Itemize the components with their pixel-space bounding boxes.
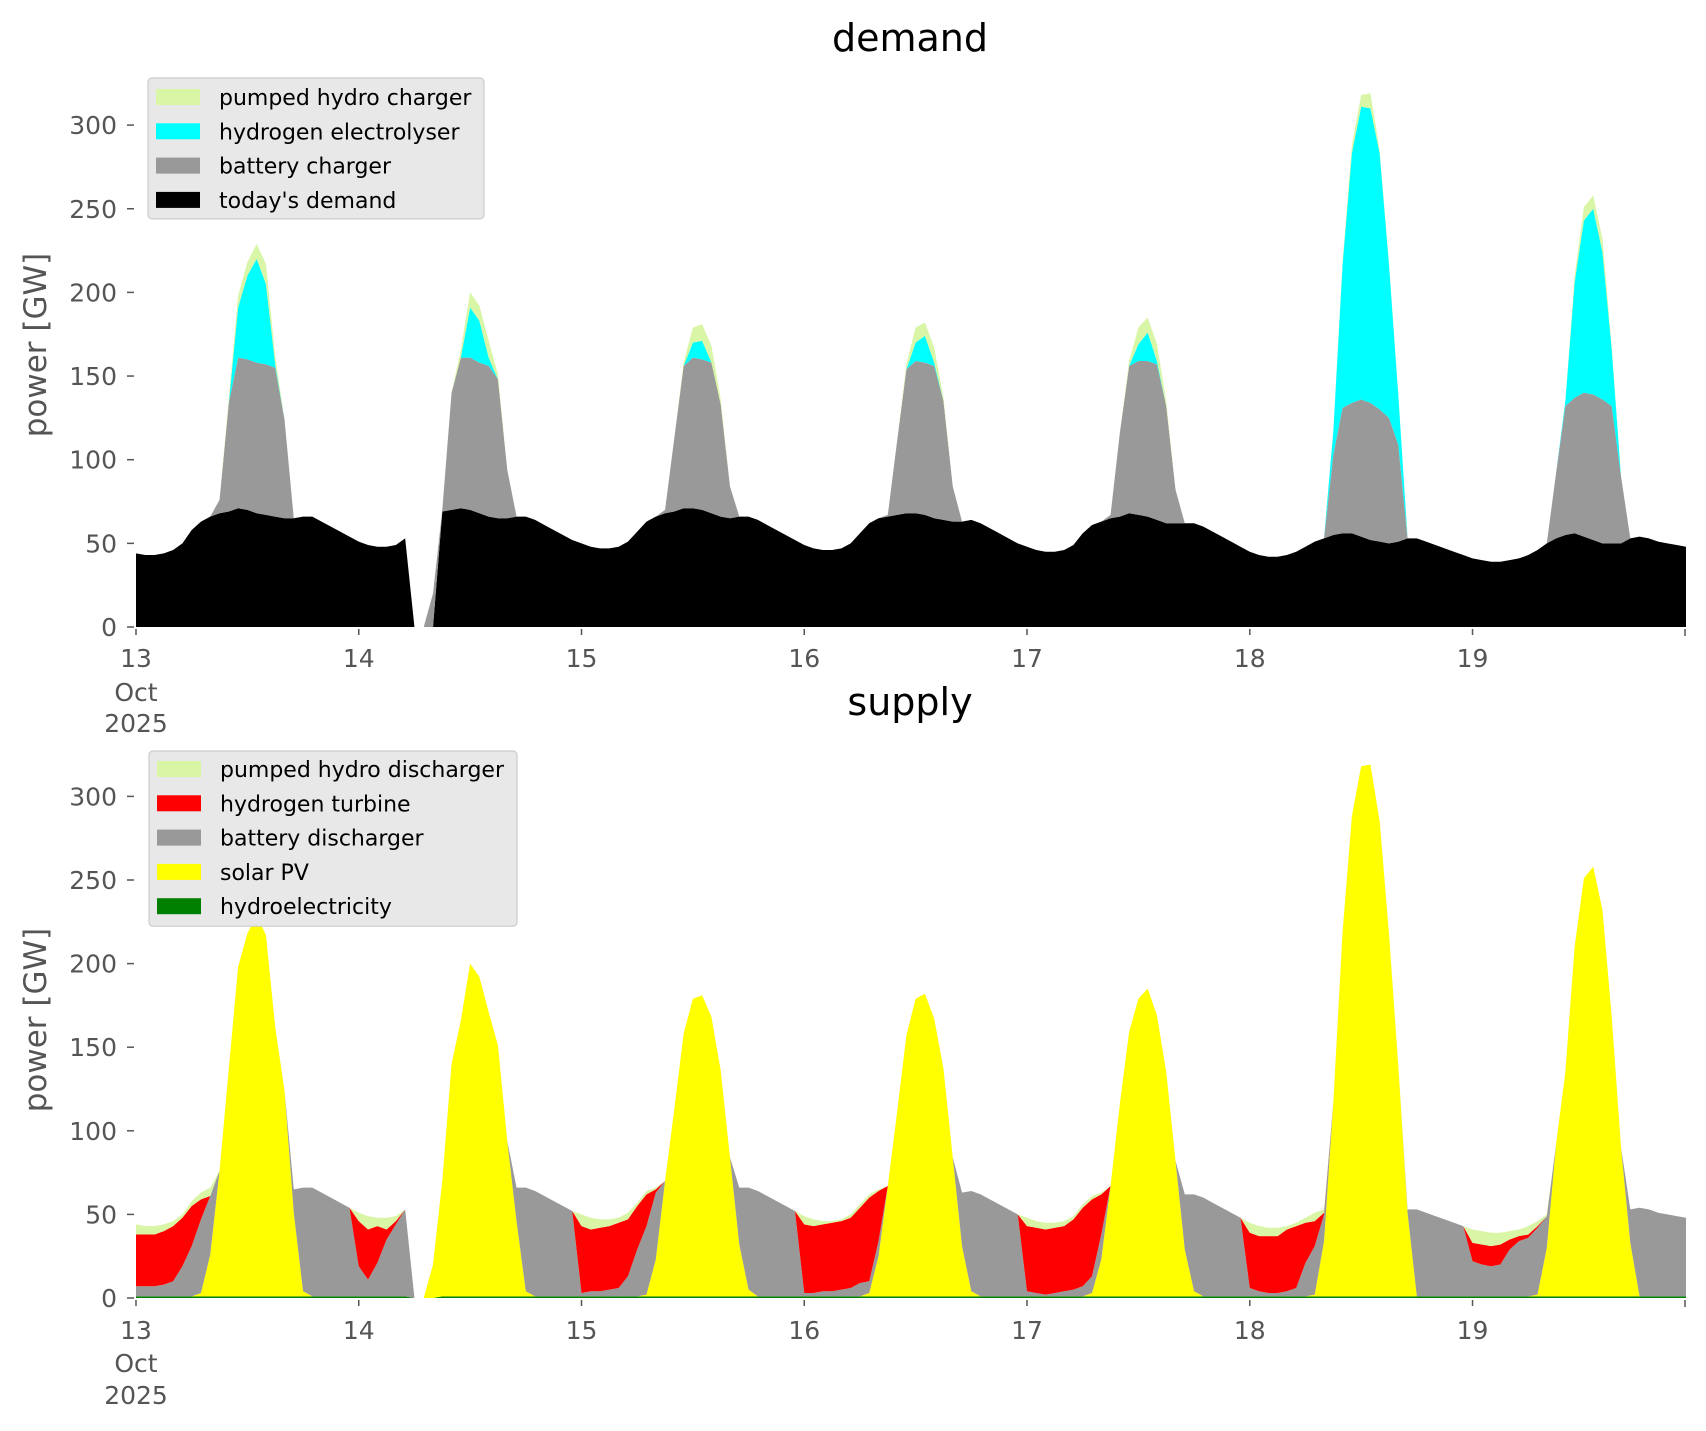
supply-chart: supply 0 50 100 150 200 250 300 power [GW] 13 14 15… [18, 680, 1686, 1410]
legend-label: pumped hydro charger [219, 86, 472, 111]
legend-item-solar-pv: solar PV [157, 861, 309, 886]
y-tick-label: 50 [85, 1200, 117, 1229]
legend: pumped hydro discharger hydrogen turbine b… [148, 750, 518, 927]
legend-swatch [156, 157, 200, 174]
x-tick-label: 15 [566, 1316, 598, 1345]
legend-item-battery-discharger: battery discharger [157, 827, 425, 852]
x-axis: 13 14 15 16 17 18 19 Oct 2025 [104, 1300, 1686, 1410]
x-tick-label: 16 [788, 1316, 820, 1345]
x-tick-label: 13 [120, 644, 152, 673]
legend-label: solar PV [220, 861, 309, 886]
y-tick-label: 150 [69, 362, 117, 391]
y-axis: 0 50 100 150 200 250 300 power [GW] [18, 111, 134, 642]
x-tick-month-label: Oct [114, 1349, 157, 1378]
y-tick-label: 200 [69, 278, 117, 307]
legend-item-battery-charger: battery charger [156, 155, 392, 180]
legend-swatch [157, 761, 201, 777]
legend-box [147, 77, 485, 220]
legend-label: battery discharger [220, 827, 425, 852]
legend-label: battery charger [219, 155, 392, 180]
legend-item-pumped-hydro-discharger: pumped hydro discharger [157, 758, 505, 783]
x-tick-label: 15 [566, 644, 598, 673]
y-tick-label: 50 [85, 529, 117, 558]
x-tick-label: 17 [1011, 1316, 1043, 1345]
y-axis-label: power [GW] [18, 928, 54, 1113]
x-tick-label: 13 [120, 1316, 152, 1345]
area-today-s-demand [136, 508, 1686, 627]
y-tick-label: 0 [101, 613, 117, 642]
legend-swatch [157, 898, 201, 915]
legend-swatch [156, 123, 200, 140]
demand-chart: demand 0 50 100 150 200 250 300 power [GW] 13 14 15… [18, 16, 1686, 738]
legend-label: pumped hydro discharger [220, 758, 505, 783]
x-tick-label: 17 [1011, 644, 1043, 673]
legend-swatch [156, 89, 200, 105]
legend-label: hydrogen electrolyser [219, 120, 460, 145]
x-tick-label: 19 [1457, 644, 1489, 673]
x-tick-label: 14 [343, 644, 375, 673]
y-tick-label: 250 [69, 866, 117, 895]
x-tick-year-label: 2025 [104, 709, 168, 738]
legend-item-pumped-hydro-charger: pumped hydro charger [156, 86, 472, 111]
y-tick-label: 150 [69, 1033, 117, 1062]
legend-swatch [156, 191, 200, 208]
y-axis-label: power [GW] [18, 253, 54, 438]
y-axis: 0 50 100 150 200 250 300 power [GW] [18, 782, 134, 1313]
legend-box [148, 750, 518, 927]
y-tick-label: 100 [69, 1117, 117, 1146]
y-tick-label: 200 [69, 950, 117, 979]
x-tick-month-label: Oct [114, 678, 157, 707]
x-tick-label: 14 [343, 1316, 375, 1345]
legend-item-hydrogen-electrolyser: hydrogen electrolyser [156, 120, 460, 145]
legend-label: hydrogen turbine [220, 792, 411, 817]
area-battery-discharger [136, 764, 1686, 1298]
area-solar-pv [136, 764, 1686, 1298]
y-tick-label: 100 [69, 446, 117, 475]
legend-swatch [157, 795, 201, 812]
chart-title: demand [832, 16, 988, 60]
legend-swatch [157, 863, 201, 880]
y-tick-label: 300 [69, 782, 117, 811]
area-hydroelectricity [136, 1296, 1686, 1298]
demand-areas [136, 93, 1686, 627]
supply-areas [136, 764, 1686, 1298]
x-tick-label: 18 [1234, 1316, 1266, 1345]
legend-label: today's demand [219, 189, 396, 214]
area-hydrogen-electrolyser [136, 106, 1686, 627]
chart-title: supply [847, 680, 972, 724]
x-tick-label: 19 [1457, 1316, 1489, 1345]
area-battery-charger [136, 357, 1686, 627]
legend-label: hydroelectricity [220, 895, 392, 920]
y-tick-label: 250 [69, 195, 117, 224]
legend-item-today-s-demand: today's demand [156, 189, 396, 214]
legend: pumped hydro charger hydrogen electrolyse… [147, 77, 485, 220]
legend-swatch [157, 829, 201, 846]
x-tick-label: 18 [1234, 644, 1266, 673]
x-tick-year-label: 2025 [104, 1381, 168, 1410]
legend-item-hydrogen-turbine: hydrogen turbine [157, 792, 411, 817]
legend-item-hydroelectricity: hydroelectricity [157, 895, 392, 920]
y-tick-label: 0 [101, 1284, 117, 1313]
x-tick-label: 16 [788, 644, 820, 673]
y-tick-label: 300 [69, 111, 117, 140]
